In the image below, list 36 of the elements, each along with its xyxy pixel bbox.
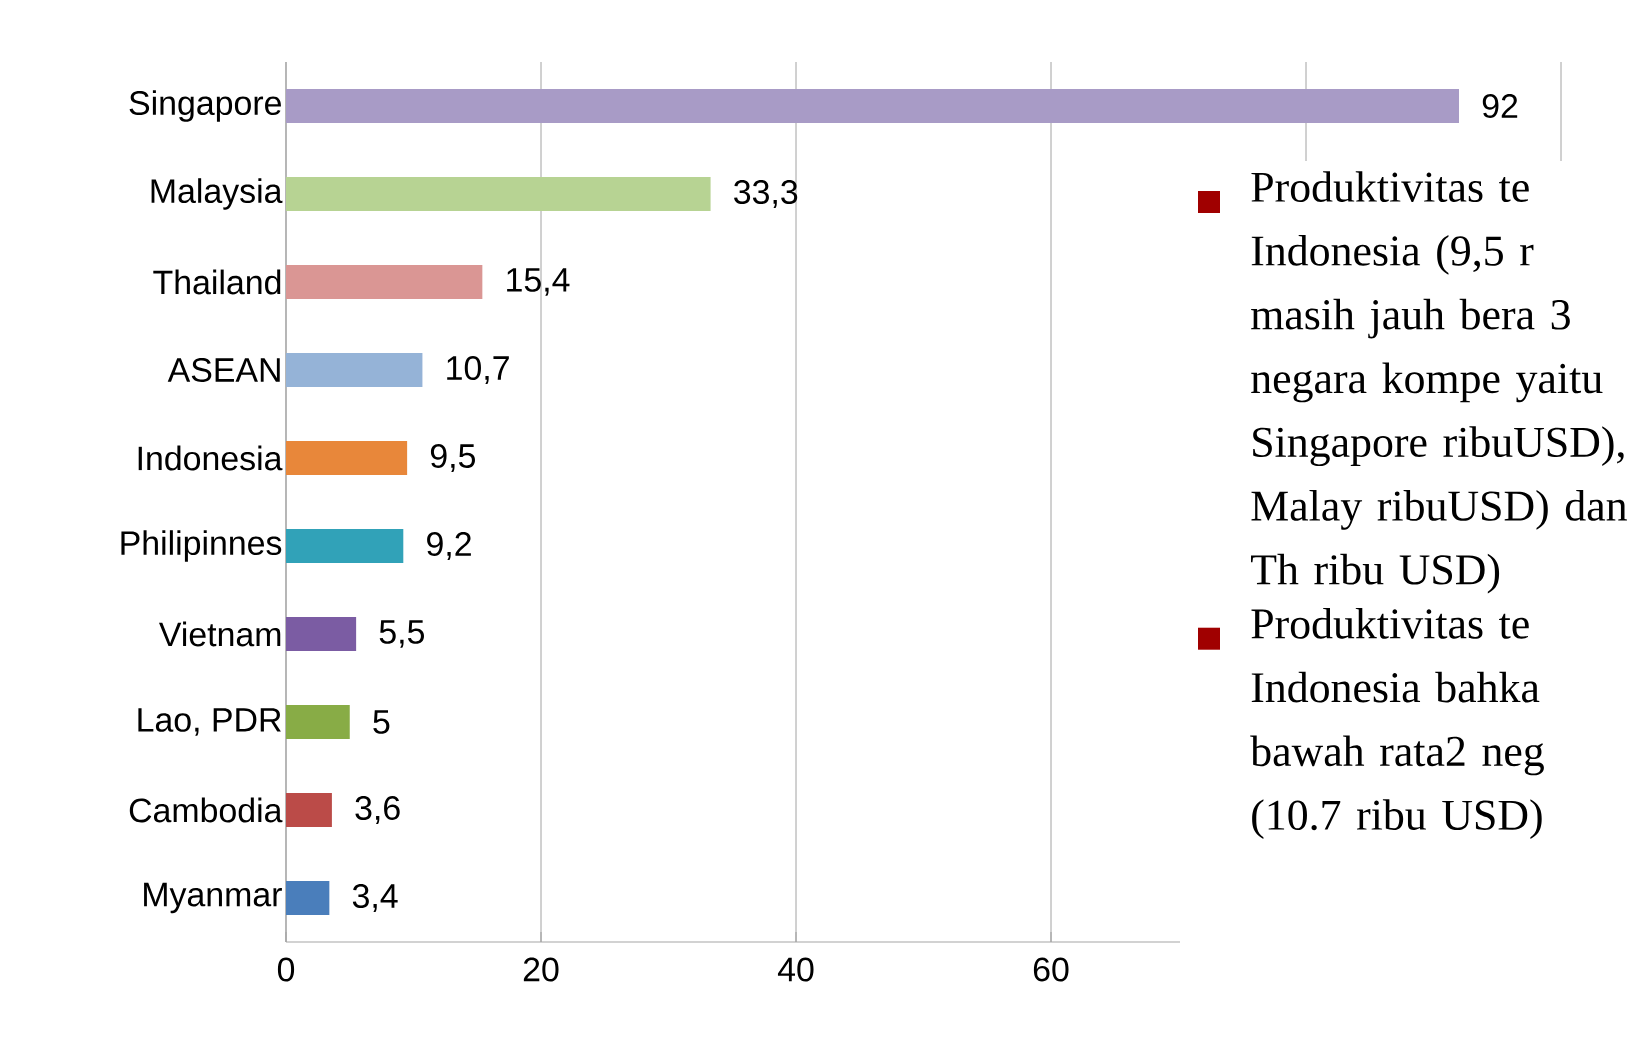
x-tick-label: 0 — [277, 957, 295, 982]
data-label: 10,7 — [447, 356, 509, 384]
bar — [286, 881, 330, 916]
bar — [286, 89, 1459, 123]
y-tick-label: Indonesia — [138, 445, 283, 471]
bar — [286, 353, 423, 387]
x-tick-label: 40 — [777, 957, 814, 982]
bar — [286, 177, 711, 211]
y-tick-label: Malaysia — [151, 178, 283, 210]
annotation: Produktivitas te Indonesia (9,5 r masih jauh bera 3 negara kompe yaitu Singapore ribuUSD), Malay ribuUSD) dan Th ribu USD) — [1251, 171, 1627, 594]
bar — [286, 705, 350, 740]
y-tick-label: ASEAN — [167, 358, 280, 382]
data-label: 33,3 — [734, 180, 798, 208]
data-label: 9,5 — [430, 444, 475, 472]
y-tick-label: Philipinnes — [121, 530, 282, 562]
y-tick-label: Lao, PDR — [138, 708, 281, 736]
data-label: 3,6 — [355, 796, 400, 824]
x-tick-label: 60 — [1033, 957, 1069, 982]
data-label: 15,4 — [507, 268, 570, 296]
bar — [286, 617, 357, 652]
bar — [286, 265, 483, 299]
bar — [286, 441, 408, 475]
bar — [286, 793, 332, 828]
data-label: 9,2 — [427, 532, 471, 560]
y-tick-label: Myanmar — [144, 882, 282, 914]
y-tick-label: Cambodia — [129, 797, 283, 823]
y-tick-label: Vietnam — [158, 621, 281, 647]
x-tick-label: 20 — [523, 957, 559, 982]
data-label: 5,5 — [379, 620, 424, 648]
annotation: Produktivitas te Indonesia bahka bawah rata2 neg (10.7 ribu USD) — [1250, 607, 1544, 839]
data-label: 3,4 — [352, 884, 398, 912]
y-tick-label: Thailand — [153, 269, 281, 295]
data-label: 92 — [1482, 94, 1518, 118]
y-tick-label: Singapore — [129, 90, 281, 122]
bar — [286, 529, 404, 563]
data-label: 5 — [373, 710, 390, 734]
